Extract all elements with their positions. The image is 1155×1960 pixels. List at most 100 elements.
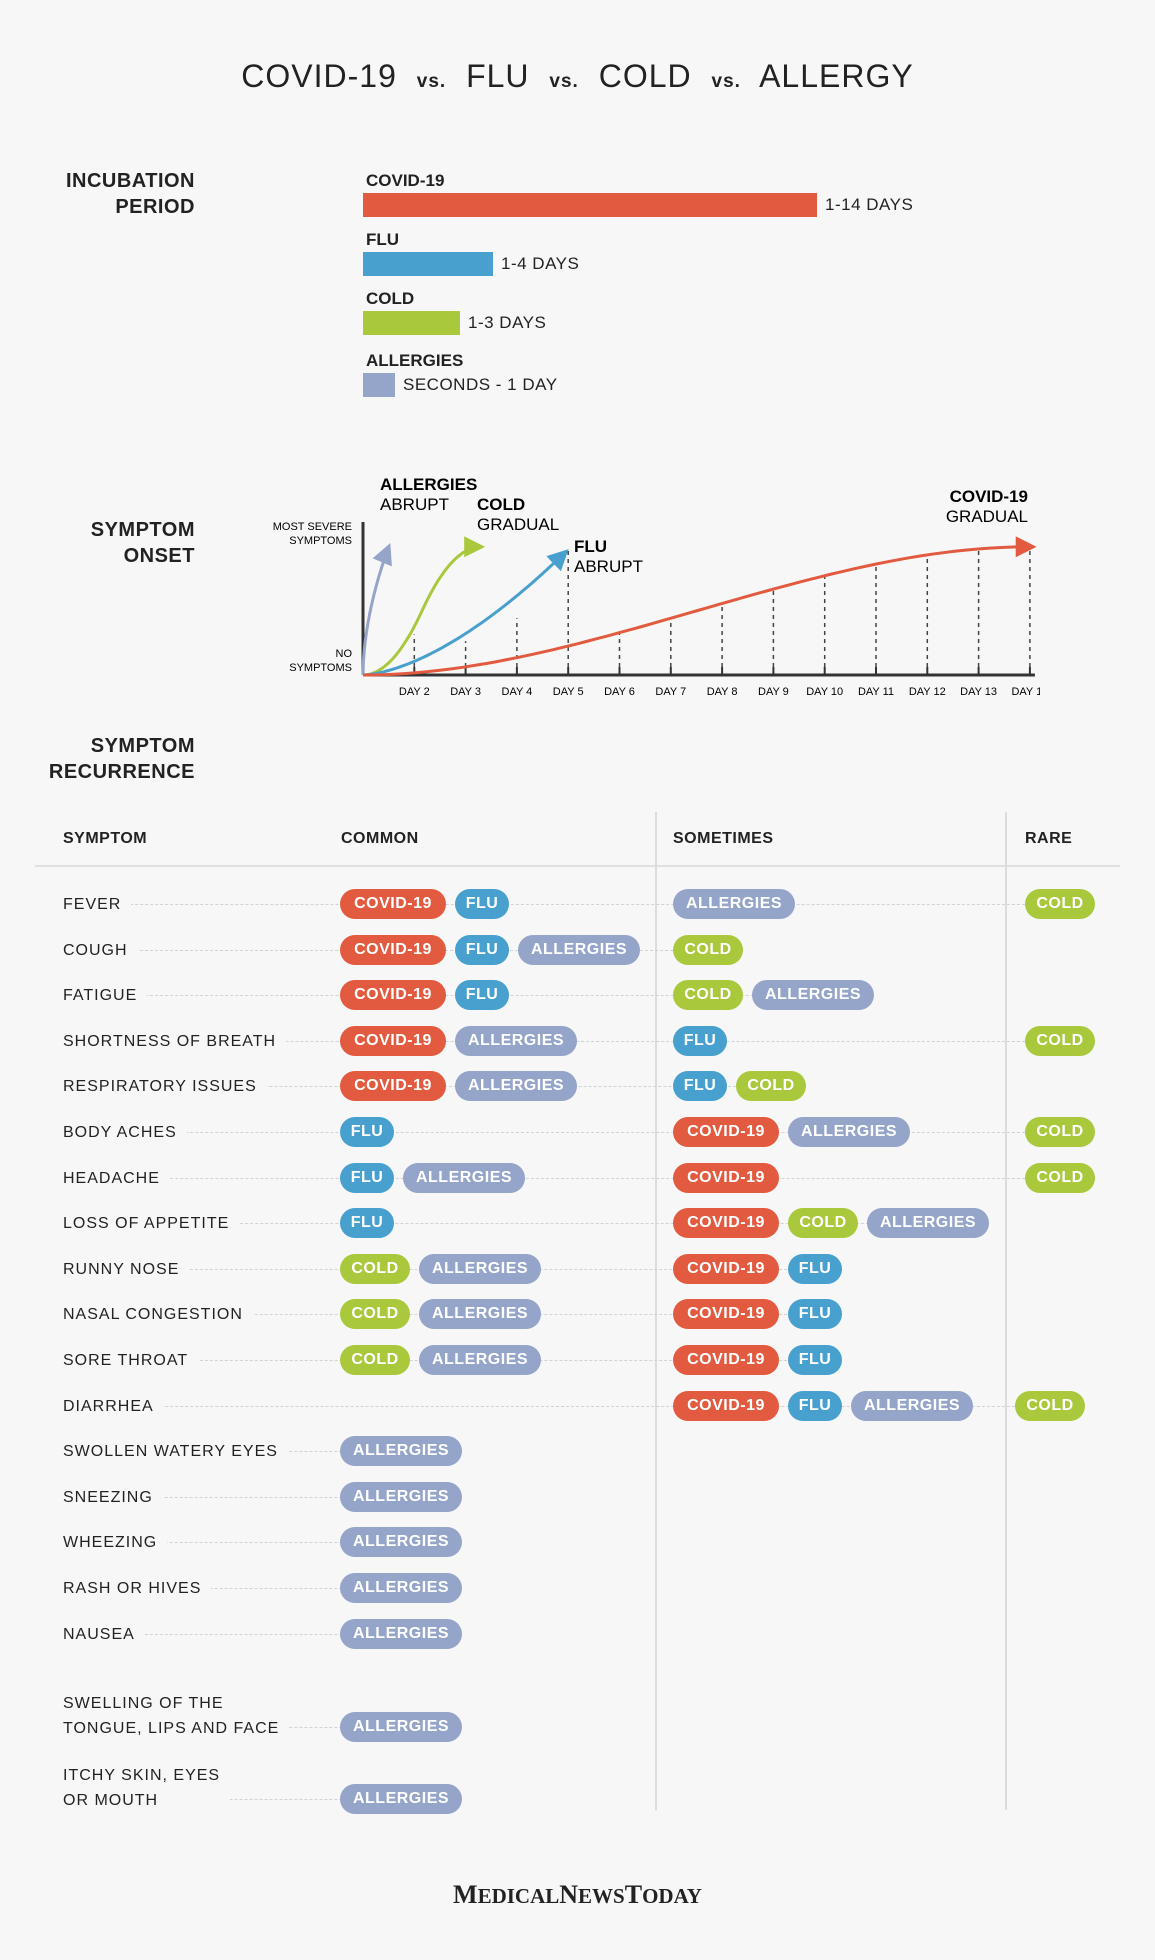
y-label-most-severe-1: MOST SEVERE <box>273 521 352 533</box>
pill-body-aches-common-flu: FLU <box>340 1117 394 1147</box>
x-tick-label-day-5: DAY 5 <box>553 686 584 698</box>
pill-sore-throat-sometimes-flu: FLU <box>788 1345 842 1375</box>
row-guide-body-aches <box>70 1132 1040 1133</box>
logo-m: M <box>453 1880 478 1909</box>
logo-edical: EDICAL <box>477 1884 560 1908</box>
symptom-line-wheezing-1: WHEEZING <box>63 1534 158 1552</box>
pill-cough-common-covid-19: COVID-19 <box>340 934 446 965</box>
recurrence-label-line2: RECURRENCE <box>48 761 195 783</box>
incubation-label-line2: PERIOD <box>115 196 195 218</box>
symptom-line-itchy-skin-eyes-or-mouth-1: ITCHY SKIN, EYES <box>63 1767 221 1785</box>
symptom-body-aches: BODY ACHES <box>63 1120 187 1145</box>
x-tick-label-day-12: DAY 12 <box>909 686 946 698</box>
series-name-allergies: ALLERGIES <box>380 475 477 494</box>
y-label-no-symptoms-1: NO <box>336 648 353 660</box>
title-vs-3: vs. <box>711 71 741 92</box>
incubation-name-cold: COLD <box>366 289 415 308</box>
incubation-value-cold: 1-3 DAYS <box>468 313 547 332</box>
recurrence-section-label: SYMPTOM RECURRENCE <box>5 733 195 785</box>
recurrence-label-line1: SYMPTOM <box>90 735 195 757</box>
pill-respiratory-issues-common-covid-19: COVID-19 <box>340 1071 446 1102</box>
pill-nasal-congestion-sometimes-flu: FLU <box>788 1299 842 1330</box>
pill-nasal-congestion-sometimes-covid-19: COVID-19 <box>673 1299 779 1330</box>
logo-n: N <box>559 1880 579 1909</box>
pill-shortness-of-breath-sometimes-flu: FLU <box>673 1025 727 1056</box>
pill-diarrhea-rare-cold: COLD <box>1015 1390 1085 1421</box>
row-guide-headache <box>70 1177 1040 1179</box>
symptom-line-nasal-congestion-1: NASAL CONGESTION <box>63 1306 243 1324</box>
symptom-line-swelling-of-the-tongue-lips-and-face-1: SWELLING OF THE <box>63 1695 224 1713</box>
symptom-line-nausea-1: NAUSEA <box>63 1625 135 1643</box>
symptom-line-itchy-skin-eyes-or-mouth-2: OR MOUTH <box>63 1792 159 1810</box>
x-tick-label-day-9: DAY 9 <box>758 686 789 698</box>
symptom-diarrhea: DIARRHEA <box>63 1393 164 1419</box>
symptom-loss-of-appetite: LOSS OF APPETITE <box>63 1211 240 1237</box>
pill-cough-sometimes-cold: COLD <box>673 934 743 965</box>
symptom-line-swelling-of-the-tongue-lips-and-face-2: TONGUE, LIPS AND FACE <box>63 1720 280 1738</box>
pill-respiratory-issues-sometimes-flu: FLU <box>673 1071 727 1102</box>
series-name-covid-19: COVID-19 <box>950 487 1028 506</box>
symptom-swollen-watery-eyes: SWOLLEN WATERY EYES <box>63 1439 288 1465</box>
symptom-itchy-skin-eyes-or-mouth: ITCHY SKIN, EYES OR MOUTH <box>63 1763 231 1814</box>
pill-fever-rare-cold: COLD <box>1025 889 1095 919</box>
x-tick-label-day-13: DAY 13 <box>960 686 997 698</box>
series-line-allergies <box>361 543 392 676</box>
incubation-bar-allergies <box>363 373 395 397</box>
onset-label-line2: ONSET <box>123 545 195 567</box>
x-tick-label-day-10: DAY 10 <box>806 686 843 698</box>
symptom-line-headache-1: HEADACHE <box>63 1169 160 1187</box>
pill-fatigue-common-covid-19: COVID-19 <box>340 980 446 1011</box>
x-tick-label-day-8: DAY 8 <box>707 686 738 698</box>
pill-sneezing-common-allergies: ALLERGIES <box>340 1481 462 1512</box>
pill-diarrhea-sometimes-covid-19: COVID-19 <box>673 1390 779 1421</box>
symptom-shortness-of-breath: SHORTNESS OF BREATH <box>63 1028 287 1054</box>
pill-loss-of-appetite-sometimes-covid-19: COVID-19 <box>673 1208 779 1239</box>
incubation-name-flu: FLU <box>366 230 400 249</box>
pill-shortness-of-breath-common-allergies: ALLERGIES <box>455 1025 577 1056</box>
page-title: COVID-19 vs. FLU vs. COLD vs. ALLERGY <box>0 58 1155 95</box>
pill-fever-common-covid-19: COVID-19 <box>340 889 446 919</box>
pill-respiratory-issues-common-allergies: ALLERGIES <box>455 1071 577 1102</box>
y-label-most-severe-2: SYMPTOMS <box>289 535 352 547</box>
symptom-nasal-congestion: NASAL CONGESTION <box>63 1302 253 1328</box>
pill-body-aches-sometimes-covid-19: COVID-19 <box>673 1117 779 1147</box>
incubation-name-covid-19: COVID-19 <box>366 171 445 190</box>
header-sometimes: SOMETIMES <box>673 830 774 847</box>
x-tick-label-day-6: DAY 6 <box>604 686 635 698</box>
symptom-respiratory-issues: RESPIRATORY ISSUES <box>63 1074 267 1100</box>
pill-sore-throat-common-allergies: ALLERGIES <box>419 1345 541 1375</box>
pill-loss-of-appetite-sometimes-allergies: ALLERGIES <box>867 1208 989 1239</box>
x-tick-label-day-3: DAY 3 <box>450 686 481 698</box>
pill-body-aches-sometimes-allergies: ALLERGIES <box>788 1117 910 1147</box>
series-note-covid-19: GRADUAL <box>946 507 1028 526</box>
symptom-swelling-of-the-tongue-lips-and-face: SWELLING OF THE TONGUE, LIPS AND FACE <box>63 1691 290 1742</box>
pill-fatigue-sometimes-allergies: ALLERGIES <box>752 980 874 1011</box>
header-common: COMMON <box>341 830 419 847</box>
pill-nasal-congestion-common-allergies: ALLERGIES <box>419 1299 541 1330</box>
symptom-line-sore-throat-1: SORE THROAT <box>63 1352 189 1369</box>
pill-headache-common-allergies: ALLERGIES <box>403 1162 525 1193</box>
incubation-name-allergies: ALLERGIES <box>366 351 464 370</box>
pill-fatigue-common-flu: FLU <box>455 980 509 1011</box>
series-line-cold <box>362 536 486 677</box>
title-covid: COVID-19 <box>241 58 397 94</box>
symptom-nausea: NAUSEA <box>63 1621 145 1647</box>
symptom-sore-throat: SORE THROAT <box>63 1348 199 1373</box>
row-guide-rash-or-hives <box>70 1588 462 1589</box>
symptom-headache: HEADACHE <box>63 1165 170 1191</box>
incubation-bar-flu <box>363 252 493 276</box>
series-name-cold: COLD <box>477 495 525 514</box>
incubation-value-allergies: SECONDS - 1 DAY <box>403 375 558 394</box>
incubation-bar-cold <box>363 311 460 335</box>
incubation-label-line1: INCUBATION <box>65 170 195 192</box>
title-allergy: ALLERGY <box>759 58 914 94</box>
x-tick-label-day-11: DAY 11 <box>858 686 894 698</box>
symptom-line-shortness-of-breath-1: SHORTNESS OF BREATH <box>63 1032 277 1050</box>
pill-diarrhea-sometimes-flu: FLU <box>788 1390 842 1421</box>
row-guide-sneezing <box>70 1496 462 1498</box>
symptom-fever: FEVER <box>63 892 132 917</box>
row-guide-fever <box>70 904 1040 905</box>
pill-fever-common-flu: FLU <box>455 889 509 919</box>
pill-swelling-of-the-tongue-lips-and-face-common-allergies: ALLERGIES <box>340 1712 462 1743</box>
row-guide-loss-of-appetite <box>70 1223 989 1225</box>
